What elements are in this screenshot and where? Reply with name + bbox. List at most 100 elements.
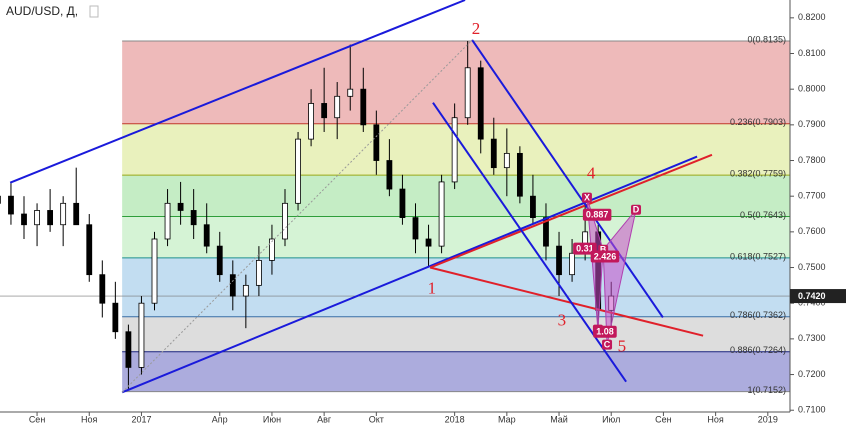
pattern-point-label: C — [604, 339, 611, 349]
x-tick-label: Май — [550, 414, 568, 424]
x-tick-label: 2019 — [758, 414, 778, 424]
wave-label: 2 — [472, 19, 481, 38]
header-button[interactable] — [89, 5, 99, 18]
x-tick-label: Ноя — [707, 414, 724, 424]
candle-body — [530, 195, 536, 218]
candle-body — [242, 284, 249, 297]
candle-body — [569, 252, 575, 276]
pattern-triangle — [602, 209, 637, 345]
y-tick-label: 0.7800 — [798, 155, 826, 165]
candle-body — [464, 67, 471, 119]
candle-body — [516, 152, 523, 197]
candle-body — [425, 238, 432, 247]
fib-label: 0.236(0.7903) — [730, 117, 786, 127]
y-tick-label: 0.7100 — [798, 405, 826, 415]
fib-label: 0(0.8135) — [747, 34, 786, 44]
trend-line — [471, 39, 664, 319]
fib-label: 0.382(0.7759) — [730, 169, 786, 179]
candle-body — [503, 152, 510, 169]
candle-body — [386, 160, 393, 190]
pattern-point-label: D — [633, 205, 640, 215]
candle-body — [138, 302, 145, 368]
wave-label: 5 — [618, 336, 627, 355]
pattern-point-label: X — [584, 192, 590, 202]
pattern-ratio: 2.426 — [594, 251, 617, 261]
last-price-tag — [790, 289, 846, 304]
pattern-triangle — [586, 197, 604, 330]
fib-band — [122, 216, 790, 258]
candle-body — [360, 88, 367, 126]
pattern-point — [581, 192, 592, 203]
y-tick-label: 0.7700 — [798, 191, 826, 201]
candle-body — [73, 202, 80, 226]
candle-body — [490, 138, 497, 169]
candle-body — [308, 103, 314, 140]
candle-body — [60, 202, 67, 226]
pattern-ratio-bg — [590, 250, 620, 263]
pattern-ratio: 1.08 — [596, 327, 614, 337]
fib-band — [122, 351, 790, 392]
x-tick-label: Мар — [498, 414, 516, 424]
candle-body — [255, 259, 262, 286]
candle-body — [321, 103, 328, 119]
x-tick-label: Окт — [369, 414, 384, 424]
pattern-ratio-bg — [582, 208, 612, 221]
y-tick-label: 0.8100 — [798, 48, 826, 58]
candle-body — [112, 302, 119, 333]
y-tick-label: 0.7900 — [798, 119, 826, 129]
x-tick-label: Апр — [212, 414, 228, 424]
trend-line — [121, 39, 473, 393]
candle-body — [295, 138, 301, 204]
candle-body — [125, 331, 132, 368]
y-tick-label: 0.7200 — [798, 369, 826, 379]
y-tick-label: 0.8200 — [798, 12, 826, 22]
fib-band — [122, 316, 790, 352]
x-tick-label: Июн — [263, 414, 281, 424]
x-tick-label: 2017 — [131, 414, 151, 424]
candle-body — [203, 224, 210, 247]
y-tick-label: 0.7300 — [798, 333, 826, 343]
candle-body — [229, 274, 236, 297]
wave-label: 4 — [587, 164, 596, 183]
pattern-ratio-bg — [593, 325, 617, 338]
wave-label: 3 — [558, 311, 567, 330]
candle-body — [190, 210, 197, 226]
plot-area: 0(0.8135) 0.236(0.7903) 0.382(0.7759) 0.5(0… — [0, 0, 790, 395]
candle-body — [477, 67, 484, 140]
fib-label: 0.618(0.7527) — [730, 251, 786, 261]
candle-body — [438, 181, 445, 247]
candle-body — [8, 195, 14, 215]
fib-label: 1(0.7152) — [747, 385, 786, 395]
candle-body — [164, 202, 171, 240]
candle-body — [99, 274, 106, 304]
candle-body — [177, 202, 184, 211]
header-bg — [2, 3, 96, 19]
candle-body — [412, 217, 419, 240]
fib-label: 0.786(0.7362) — [730, 310, 786, 320]
pattern-point — [631, 204, 642, 215]
pattern-point-label: B — [600, 245, 607, 255]
wave-label: 1 — [428, 279, 437, 298]
chart-title: AUD/USD, Д, — [6, 4, 78, 18]
pattern-ratio-bg — [573, 242, 597, 255]
candle-body — [21, 213, 27, 226]
candle-body — [86, 224, 93, 276]
candle-body — [556, 245, 562, 276]
candle-body — [451, 117, 458, 183]
trend-line — [429, 266, 704, 337]
x-tick-label: 2018 — [445, 414, 465, 424]
x-tick-label: Сен — [29, 414, 46, 424]
pattern-point — [602, 339, 613, 350]
candle-body — [373, 124, 380, 161]
trend-line — [121, 155, 698, 394]
x-tick-label: Авг — [317, 414, 332, 424]
last-price-label: 0.7420 — [798, 291, 826, 301]
candle-body — [216, 245, 223, 276]
pattern-ratio: 0.887 — [586, 210, 609, 220]
y-tick-label: 0.8000 — [798, 84, 826, 94]
y-tick-label: 0.7600 — [798, 226, 826, 236]
candle-body — [399, 188, 406, 218]
candle-body — [269, 238, 275, 261]
candle-body — [47, 210, 54, 226]
candle-body — [334, 95, 341, 119]
